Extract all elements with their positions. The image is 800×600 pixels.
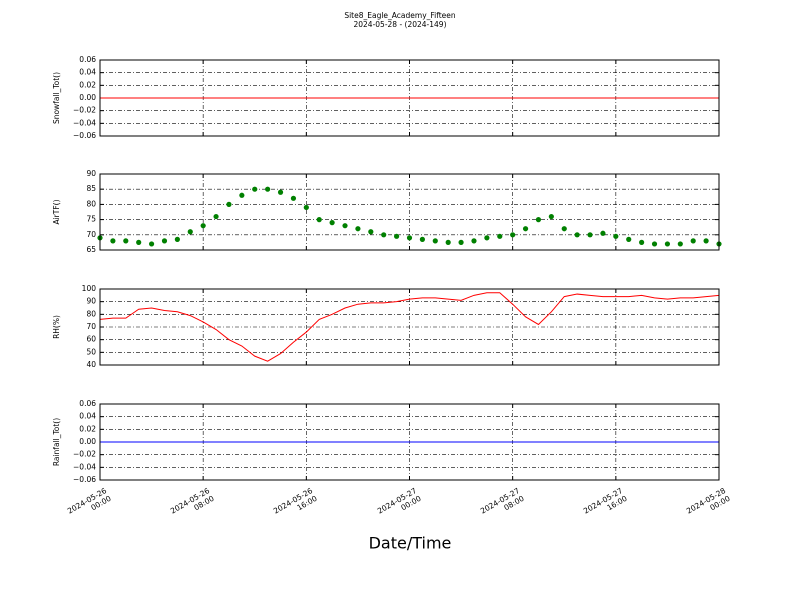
data-point: [161, 238, 168, 244]
plot-frame: [99, 173, 720, 251]
y-tick-label: 0.04: [79, 412, 96, 421]
data-point: [522, 226, 529, 232]
data-point: [484, 235, 490, 241]
data-point: [471, 238, 477, 244]
data-point: [187, 229, 193, 235]
plot-frame: [99, 288, 720, 366]
data-point: [497, 233, 503, 239]
data-point: [394, 233, 400, 239]
data-point: [226, 201, 232, 207]
y-tick-label: 50: [86, 347, 96, 356]
data-point: [316, 217, 322, 223]
data-point: [432, 238, 438, 244]
data-point: [200, 223, 206, 229]
data-point: [406, 235, 413, 241]
data-point: [239, 192, 245, 198]
data-point: [136, 239, 142, 245]
y-tick-label: 90: [86, 297, 96, 306]
data-line: [99, 292, 720, 362]
data-point: [110, 238, 116, 244]
data-point: [277, 189, 284, 195]
y-axis-label: Snowfall_Tot(): [52, 72, 61, 124]
data-point: [677, 241, 683, 247]
data-point: [703, 238, 709, 244]
y-tick-label: 80: [86, 199, 96, 208]
y-tick-label: 0.06: [79, 399, 96, 408]
data-point: [690, 238, 696, 244]
y-tick-label: 0.00: [79, 93, 96, 102]
data-point: [510, 232, 516, 238]
y-tick-label: 75: [86, 215, 96, 224]
y-axis-label: Rainfall_Tot(): [52, 418, 61, 466]
y-tick-label: −0.06: [73, 475, 96, 484]
data-point: [355, 226, 361, 232]
data-point: [535, 217, 542, 223]
y-tick-label: 100: [82, 284, 97, 293]
data-point: [290, 195, 297, 201]
data-point: [574, 232, 580, 238]
data-point: [213, 213, 219, 220]
x-axis-label: Date/Time: [369, 534, 452, 553]
y-tick-label: 0.02: [79, 80, 96, 89]
y-tick-label: 0.06: [79, 55, 96, 64]
data-point: [265, 186, 271, 192]
y-tick-label: 60: [86, 335, 96, 344]
plot-frame: [99, 403, 720, 481]
data-point: [613, 233, 619, 239]
data-point: [123, 238, 129, 244]
y-tick-label: −0.04: [73, 118, 96, 127]
y-tick-label: −0.06: [73, 131, 96, 140]
y-tick-label: 0.02: [79, 424, 96, 433]
data-point: [626, 236, 632, 242]
y-tick-label: 0.00: [79, 437, 96, 446]
data-point: [458, 239, 464, 245]
data-point: [548, 213, 554, 220]
data-point: [368, 229, 374, 235]
y-tick-label: −0.02: [73, 450, 96, 459]
y-axis-label: RH(%): [52, 315, 61, 339]
plot-frame: [99, 59, 720, 137]
data-point: [664, 241, 671, 247]
data-point: [587, 232, 593, 238]
y-tick-label: 85: [86, 184, 96, 193]
data-point: [419, 236, 425, 242]
chart-subtitle: 2024-05-28 - (2024-149): [353, 20, 446, 29]
data-point: [639, 239, 645, 245]
y-tick-label: 65: [86, 245, 96, 254]
y-tick-label: 0.04: [79, 68, 96, 77]
data-point: [600, 230, 606, 236]
data-point: [329, 220, 335, 226]
data-point: [561, 226, 567, 232]
data-point: [342, 223, 348, 229]
y-tick-label: −0.04: [73, 462, 96, 471]
y-axis-label: AirTF(): [52, 199, 61, 224]
y-tick-label: 80: [86, 309, 96, 318]
data-point: [174, 236, 180, 242]
data-point: [651, 241, 658, 247]
data-point: [148, 241, 155, 247]
data-point: [381, 232, 387, 238]
chart-title: Site8_Eagle_Academy_Fifteen: [344, 11, 456, 20]
y-tick-label: 70: [86, 322, 96, 331]
y-tick-label: −0.02: [73, 106, 96, 115]
y-tick-label: 40: [86, 360, 96, 369]
data-point: [445, 239, 451, 245]
data-point: [303, 204, 309, 211]
y-tick-label: 70: [86, 230, 96, 239]
data-point: [252, 186, 258, 192]
y-tick-label: 90: [86, 169, 96, 178]
